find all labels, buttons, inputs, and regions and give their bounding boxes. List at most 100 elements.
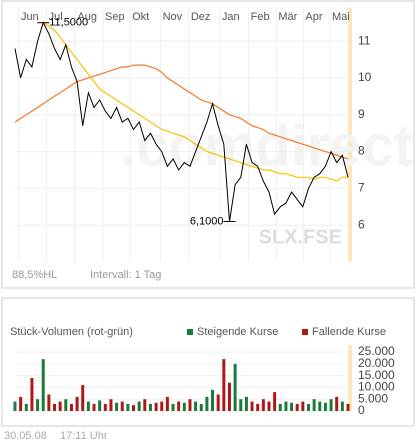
y-tick-label: 11 — [358, 33, 371, 47]
volume-bar — [41, 359, 45, 411]
price-line — [14, 64, 349, 160]
volume-bar — [239, 399, 243, 411]
footer-time: 17:11 Uhr — [60, 430, 108, 442]
volume-bar — [47, 394, 51, 411]
watermark: .comdirect — [120, 113, 413, 178]
volume-title: Stück-Volumen (rot-grün) — [10, 326, 133, 338]
volume-bar — [205, 396, 209, 411]
volume-bar — [13, 401, 17, 411]
volume-bar — [329, 399, 333, 411]
volume-bar — [36, 399, 40, 411]
volume-bar — [24, 403, 28, 411]
volume-bar — [227, 382, 231, 411]
volume-bar — [19, 396, 23, 411]
volume-bar — [256, 403, 260, 411]
volume-bar — [177, 401, 181, 411]
volume-bar — [233, 363, 237, 411]
volume-bar — [109, 399, 113, 411]
volume-bar — [75, 396, 79, 411]
volume-bar — [53, 403, 57, 411]
volume-bar — [30, 378, 34, 411]
x-tick-label: Nov — [163, 11, 183, 23]
y-tick-label: 10 — [358, 70, 372, 84]
x-tick-label: Dez — [191, 11, 211, 23]
volume-bar — [199, 403, 203, 411]
volume-bar — [312, 399, 316, 411]
legend-label: Fallende Kurse — [312, 326, 386, 338]
axis-band — [348, 8, 352, 262]
volume-bar — [148, 403, 152, 411]
volume-bar — [301, 401, 305, 411]
volume-bar — [58, 401, 62, 411]
volume-bar — [160, 401, 164, 411]
legend-swatch — [187, 329, 193, 335]
volume-bar — [222, 359, 226, 411]
volume-bar — [98, 400, 102, 411]
volume-bar — [154, 402, 158, 411]
footer-date: 30.05.08 — [4, 430, 47, 442]
y-tick-label: 7 — [358, 181, 365, 195]
x-tick-label: Jan — [222, 11, 240, 23]
legend-swatch — [302, 329, 308, 335]
x-tick-label: Okt — [132, 11, 149, 23]
x-tick-label: Apr — [305, 11, 322, 23]
y-tick-label: 5.000 — [358, 391, 388, 405]
y-tick-label: 20.000 — [358, 356, 395, 370]
volume-bar — [171, 403, 175, 411]
min-label: 6,1000 — [190, 215, 224, 227]
volume-bar — [137, 401, 141, 411]
volume-bar — [335, 396, 339, 411]
volume-bar — [295, 403, 299, 411]
interval: Intervall: 1 Tag — [90, 269, 161, 281]
range-info: 88,5%HL — [12, 269, 57, 281]
volume-bar — [188, 399, 192, 411]
volume-bar — [267, 401, 271, 411]
volume-bar — [261, 399, 265, 411]
volume-bar — [120, 401, 124, 411]
legend-label: Steigende Kurse — [197, 326, 278, 338]
volume-bar — [64, 399, 68, 411]
axis-band — [348, 345, 352, 411]
volume-bar — [69, 403, 73, 411]
y-tick-label: 9 — [358, 107, 365, 121]
x-tick-label: Mai — [332, 11, 350, 23]
volume-bar — [194, 401, 198, 411]
y-tick-label: 6 — [358, 217, 365, 231]
x-tick-label: Aug — [77, 11, 97, 23]
symbol: SLX.FSE — [259, 226, 342, 248]
x-tick-label: Feb — [251, 11, 270, 23]
volume-bar — [340, 401, 344, 411]
volume-bar — [143, 399, 147, 411]
y-tick-label: 0 — [358, 403, 365, 417]
y-tick-label: 10.000 — [358, 380, 395, 394]
volume-bar — [284, 401, 288, 411]
price-line — [42, 22, 348, 182]
volume-bar — [126, 403, 130, 411]
volume-bar — [250, 401, 254, 411]
volume-bar — [115, 402, 119, 411]
x-tick-label: Jun — [21, 11, 39, 23]
y-tick-label: 25.000 — [358, 344, 395, 358]
volume-bar — [165, 396, 169, 411]
volume-bar — [103, 403, 107, 411]
volume-bar — [81, 385, 85, 411]
volume-bar — [290, 402, 294, 411]
x-tick-label: Sep — [105, 11, 125, 23]
volume-bar — [323, 402, 327, 411]
x-tick-label: Jul — [49, 11, 63, 23]
volume-bar — [132, 405, 136, 411]
volume-bar — [278, 403, 282, 411]
volume-bar — [306, 403, 310, 411]
volume-bar — [182, 402, 186, 411]
price-panel — [1, 0, 415, 289]
volume-bar — [86, 401, 90, 411]
volume-bar — [211, 389, 215, 411]
volume-bar — [346, 403, 350, 411]
x-tick-label: Mär — [278, 11, 297, 23]
price-line — [14, 21, 349, 222]
y-tick-label: 15.000 — [358, 368, 395, 382]
max-label: 11,5000 — [49, 17, 88, 29]
volume-bar — [244, 396, 248, 411]
